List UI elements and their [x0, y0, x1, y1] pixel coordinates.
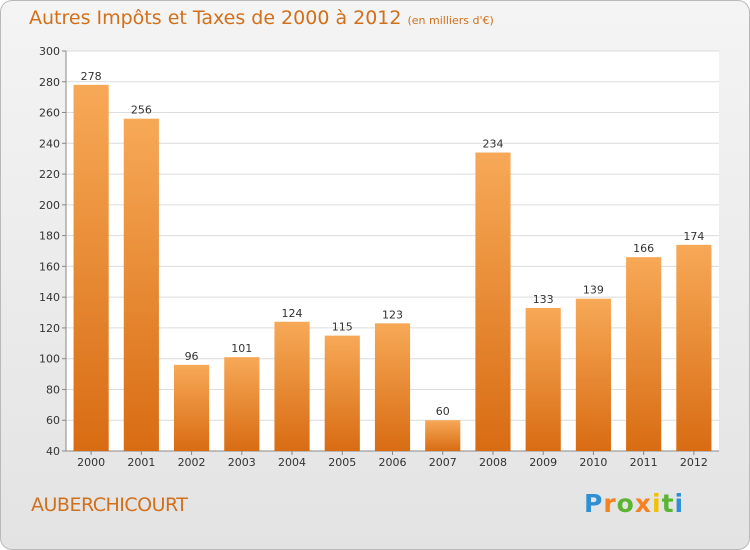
- x-tick-label: 2004: [278, 456, 306, 469]
- data-label: 60: [436, 405, 450, 418]
- y-tick-label: 120: [39, 322, 60, 335]
- y-tick-label: 80: [46, 383, 60, 396]
- y-tick-label: 180: [39, 230, 60, 243]
- y-tick-label: 40: [46, 445, 60, 458]
- x-tick-label: 2001: [127, 456, 155, 469]
- y-tick-label: 260: [39, 107, 60, 120]
- bar: [173, 364, 210, 451]
- x-tick-label: 2003: [228, 456, 256, 469]
- bar: [374, 323, 411, 451]
- data-label: 278: [81, 70, 102, 83]
- y-tick-label: 280: [39, 76, 60, 89]
- x-tick-label: 2006: [379, 456, 407, 469]
- data-label: 96: [185, 350, 199, 363]
- data-label: 139: [583, 284, 604, 297]
- x-tick-label: 2008: [479, 456, 507, 469]
- y-tick-label: 220: [39, 168, 60, 181]
- data-label: 166: [633, 242, 654, 255]
- y-tick-label: 60: [46, 414, 60, 427]
- commune-name: AUBERCHICOURT: [31, 494, 188, 516]
- x-tick-label: 2005: [328, 456, 356, 469]
- bar: [324, 335, 360, 451]
- bar: [626, 257, 662, 451]
- chart-title-text: Autres Impôts et Taxes de 2000 à 2012: [29, 7, 402, 29]
- bar: [224, 357, 260, 451]
- bar: [475, 152, 511, 452]
- data-label: 256: [131, 104, 152, 117]
- chart-title: Autres Impôts et Taxes de 2000 à 2012 (en…: [29, 7, 494, 29]
- y-tick-label: 100: [39, 353, 60, 366]
- chart-subtitle: (en milliers d'€): [407, 14, 494, 27]
- bar: [274, 321, 310, 451]
- bar: [525, 307, 561, 451]
- y-tick-label: 200: [39, 199, 60, 212]
- data-label: 174: [683, 230, 704, 243]
- bar: [123, 118, 159, 451]
- data-label: 123: [382, 308, 403, 321]
- bar: [73, 84, 109, 451]
- y-tick-label: 240: [39, 137, 60, 150]
- data-label: 101: [231, 342, 252, 355]
- x-tick-label: 2002: [178, 456, 206, 469]
- y-tick-label: 160: [39, 260, 60, 273]
- data-label: 115: [332, 321, 353, 334]
- data-label: 133: [533, 293, 554, 306]
- bar: [575, 298, 612, 451]
- bar: [676, 244, 712, 451]
- proxiti-logo: Proxiti: [584, 489, 685, 518]
- x-tick-label: 2000: [77, 456, 105, 469]
- y-tick-label: 140: [39, 291, 60, 304]
- bar: [425, 420, 461, 451]
- x-tick-label: 2011: [630, 456, 658, 469]
- x-tick-label: 2007: [429, 456, 457, 469]
- x-tick-label: 2010: [579, 456, 607, 469]
- x-tick-label: 2012: [680, 456, 708, 469]
- y-tick-label: 300: [39, 45, 60, 58]
- data-label: 124: [282, 307, 303, 320]
- data-label: 234: [482, 138, 503, 151]
- x-tick-label: 2009: [529, 456, 557, 469]
